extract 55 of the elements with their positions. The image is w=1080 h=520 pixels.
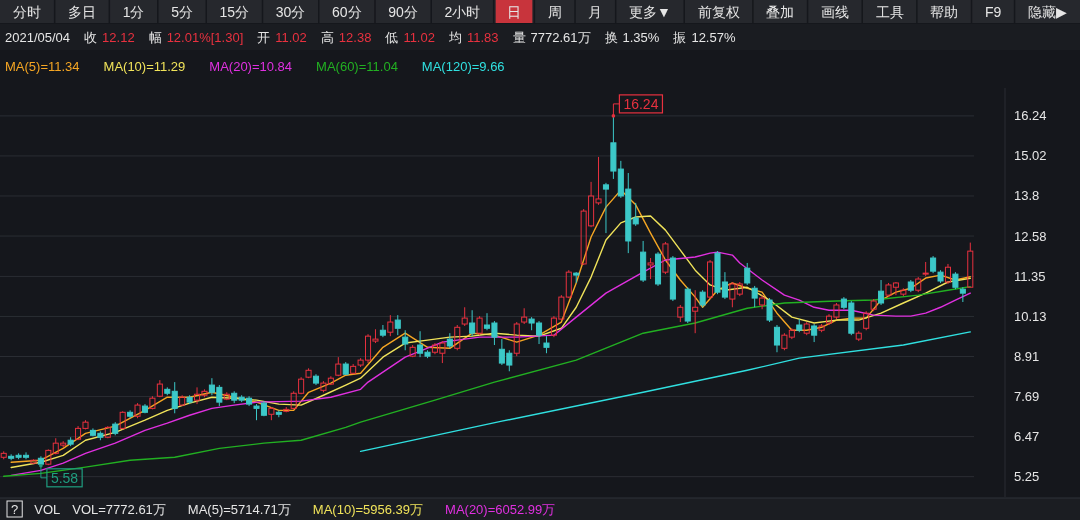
text: 量 7772.61万 xyxy=(512,29,591,45)
text: 幅 12.01%[1.30] xyxy=(148,29,244,45)
y-tick-label: 15.02 xyxy=(1014,148,1047,164)
text: MA(10)=11.29 xyxy=(103,58,186,74)
text: 画线 xyxy=(820,4,849,20)
text: 1分 xyxy=(122,4,145,20)
text: 换 1.35% xyxy=(604,29,660,45)
text: MA(60)=11.04 xyxy=(316,58,398,74)
text: 开 11.02 xyxy=(257,29,307,45)
text: 日 xyxy=(507,4,522,20)
y-tick-label: 13.8 xyxy=(1014,188,1040,204)
text: 隐藏▶ xyxy=(1027,4,1067,20)
text: MA(20)=6052.99万 xyxy=(445,501,556,517)
text: 90分 xyxy=(388,4,418,20)
text: 更多▼ xyxy=(629,4,671,20)
annotation: 16.24 xyxy=(623,95,659,112)
y-tick-label: 5.25 xyxy=(1014,469,1040,485)
y-tick-label: 16.24 xyxy=(1014,108,1047,124)
text: 15分 xyxy=(219,4,250,20)
text: 分时 xyxy=(13,4,42,20)
text: MA(5)=5714.71万 xyxy=(187,501,291,517)
line-series xyxy=(359,331,971,453)
y-tick-label: 10.13 xyxy=(1014,308,1047,324)
text: 周 xyxy=(547,4,562,20)
text: 2小时 xyxy=(444,4,481,20)
text: MA(10)=5956.39万 xyxy=(312,501,424,517)
text: 月 xyxy=(588,4,603,20)
text: VOL xyxy=(34,501,61,517)
text: 多日 xyxy=(68,4,96,20)
y-tick-label: 12.58 xyxy=(1014,228,1047,244)
y-tick-label: 11.35 xyxy=(1014,268,1046,284)
text: 高 12.38 xyxy=(320,29,372,45)
text: 2021/05/04 xyxy=(5,29,71,45)
text: 帮助 xyxy=(930,4,959,20)
text: VOL=7772.61万 xyxy=(72,501,166,517)
y-tick-label: 8.91 xyxy=(1014,349,1040,365)
text: 低 11.02 xyxy=(385,29,435,45)
text: 60分 xyxy=(332,4,362,20)
text: F9 xyxy=(984,4,1002,20)
text: MA(20)=10.84 xyxy=(209,58,293,74)
text: 均 11.83 xyxy=(447,29,499,45)
text: 收 12.12 xyxy=(84,29,135,45)
text: 叠加 xyxy=(766,4,795,20)
text: 振 12.57% xyxy=(673,29,736,45)
text: 5分 xyxy=(171,4,193,20)
y-tick-label: 6.47 xyxy=(1014,429,1040,445)
text: 工具 xyxy=(875,4,904,20)
text: MA(120)=9.66 xyxy=(421,58,505,74)
price-note: 16.24 xyxy=(611,94,664,118)
text: 30分 xyxy=(275,4,306,20)
text: ? xyxy=(11,501,19,517)
text: 前复权 xyxy=(697,4,740,20)
text: MA(5)=11.34 xyxy=(5,58,80,74)
annotation: 5.58 xyxy=(50,469,79,486)
y-tick-label: 7.69 xyxy=(1014,389,1040,405)
